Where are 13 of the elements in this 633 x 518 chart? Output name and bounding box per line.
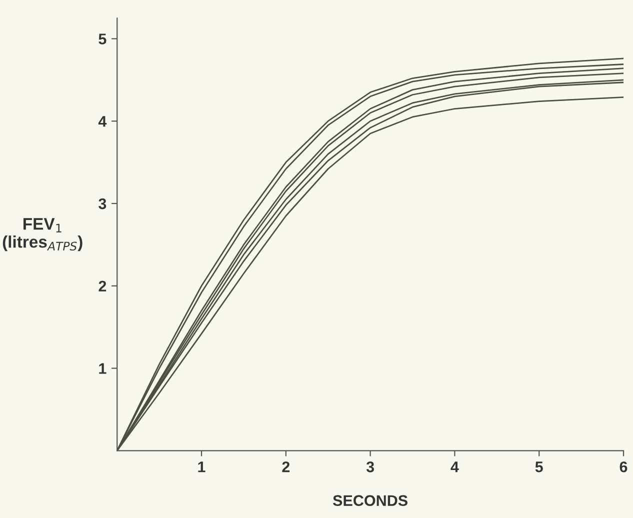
x-axis-title: SECONDS xyxy=(332,495,408,506)
x-tick-label: 6 xyxy=(620,461,628,472)
x-tick-label: 5 xyxy=(535,462,543,472)
y-axis-title: FEV$_{1}$ (litres$_{ATPS}$) xyxy=(2,218,82,252)
y-tick-label: 2 xyxy=(98,280,106,292)
x-tick-label: 4 xyxy=(450,462,459,472)
x-tick-label: 3 xyxy=(366,461,374,472)
x-tick-label: 2 xyxy=(282,461,290,472)
y-tick-label: 3 xyxy=(98,198,106,210)
y-tick-label: 5 xyxy=(98,34,106,44)
y-tick-label: 1 xyxy=(99,363,106,374)
x-tick-label: 1 xyxy=(198,462,206,472)
y-tick-label: 4 xyxy=(98,116,107,127)
